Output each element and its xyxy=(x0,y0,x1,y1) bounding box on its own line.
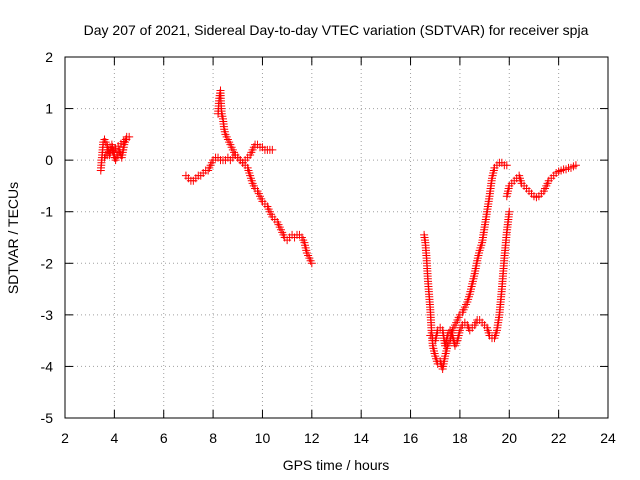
data-point xyxy=(306,256,315,265)
y-tick-label: -4 xyxy=(41,358,54,374)
data-point xyxy=(220,127,229,136)
x-tick-label: 8 xyxy=(209,430,217,446)
x-tick-label: 10 xyxy=(255,430,271,446)
x-tick-label: 12 xyxy=(304,430,320,446)
x-tick-label: 20 xyxy=(501,430,517,446)
data-point xyxy=(247,148,256,157)
grid-lines xyxy=(65,57,608,418)
data-point xyxy=(504,210,513,219)
data-point xyxy=(541,184,550,193)
y-tick-label: 0 xyxy=(45,152,53,168)
y-tick-label: -2 xyxy=(41,255,54,271)
data-point xyxy=(249,143,258,152)
data-point xyxy=(462,300,471,309)
y-tick-label: 2 xyxy=(45,49,53,65)
y-tick-label: -1 xyxy=(41,204,54,220)
data-points xyxy=(96,86,580,374)
data-point xyxy=(302,246,311,255)
y-axis-label: SDTVAR / TECUs xyxy=(5,182,21,294)
data-point xyxy=(205,163,214,172)
data-point xyxy=(299,236,308,245)
x-tick-label: 6 xyxy=(160,430,168,446)
data-point xyxy=(230,148,239,157)
data-point xyxy=(249,181,258,190)
series-seg3 xyxy=(214,86,316,268)
series-seg6 xyxy=(502,161,580,202)
y-tick-label: 1 xyxy=(45,101,53,117)
data-point xyxy=(459,305,468,314)
x-tick-label: 4 xyxy=(110,430,118,446)
x-tick-label: 2 xyxy=(61,430,69,446)
data-point xyxy=(268,145,277,154)
data-point xyxy=(480,225,489,234)
y-tick-label: -3 xyxy=(41,307,54,323)
data-point xyxy=(254,189,263,198)
data-point xyxy=(207,158,216,167)
data-point xyxy=(267,210,276,219)
data-point xyxy=(543,179,552,188)
data-point xyxy=(102,148,111,157)
data-point xyxy=(504,184,513,193)
data-point xyxy=(219,122,228,131)
data-point xyxy=(494,313,503,322)
data-point xyxy=(454,313,463,322)
data-point xyxy=(485,194,494,203)
x-tick-label: 16 xyxy=(403,430,419,446)
data-point xyxy=(489,166,498,175)
data-point xyxy=(475,248,484,257)
data-point xyxy=(516,176,525,185)
data-point xyxy=(467,282,476,291)
data-point xyxy=(245,169,254,178)
data-point xyxy=(464,323,473,332)
x-axis-label: GPS time / hours xyxy=(283,457,390,473)
data-point xyxy=(218,112,227,121)
data-point xyxy=(571,161,580,170)
data-point xyxy=(455,328,464,337)
x-tick-label: 14 xyxy=(353,430,369,446)
data-point xyxy=(257,194,266,203)
data-point xyxy=(457,323,466,332)
data-point xyxy=(432,357,441,366)
data-point xyxy=(452,339,461,348)
data-point xyxy=(430,349,439,358)
data-point xyxy=(420,236,429,245)
chart-title: Day 207 of 2021, Sidereal Day-to-day VTE… xyxy=(84,22,589,38)
data-point xyxy=(274,220,283,229)
data-point xyxy=(470,272,479,281)
data-point xyxy=(477,241,486,250)
data-point xyxy=(440,354,449,363)
x-tick-label: 24 xyxy=(600,430,616,446)
x-tick-label: 22 xyxy=(551,430,567,446)
data-point xyxy=(482,210,491,219)
data-point xyxy=(484,328,493,337)
data-point xyxy=(487,176,496,185)
data-point xyxy=(114,150,123,159)
data-point xyxy=(464,292,473,301)
y-tick-label: -5 xyxy=(41,410,54,426)
data-point xyxy=(472,259,481,268)
data-point xyxy=(276,225,285,234)
data-point xyxy=(247,176,256,185)
plot-frame xyxy=(64,56,609,419)
data-point xyxy=(227,143,236,152)
data-point xyxy=(225,138,234,147)
data-point xyxy=(471,318,480,327)
data-point xyxy=(264,205,273,214)
series-seg5 xyxy=(426,207,514,350)
data-point xyxy=(279,230,288,239)
data-point xyxy=(304,251,313,260)
data-point xyxy=(452,318,461,327)
data-point xyxy=(447,328,456,337)
data-point xyxy=(502,161,511,170)
data-point xyxy=(492,328,501,337)
x-tick-label: 18 xyxy=(452,430,468,446)
data-point xyxy=(101,138,110,147)
series-seg1 xyxy=(96,132,134,175)
data-point xyxy=(502,230,511,239)
data-point xyxy=(217,107,226,116)
